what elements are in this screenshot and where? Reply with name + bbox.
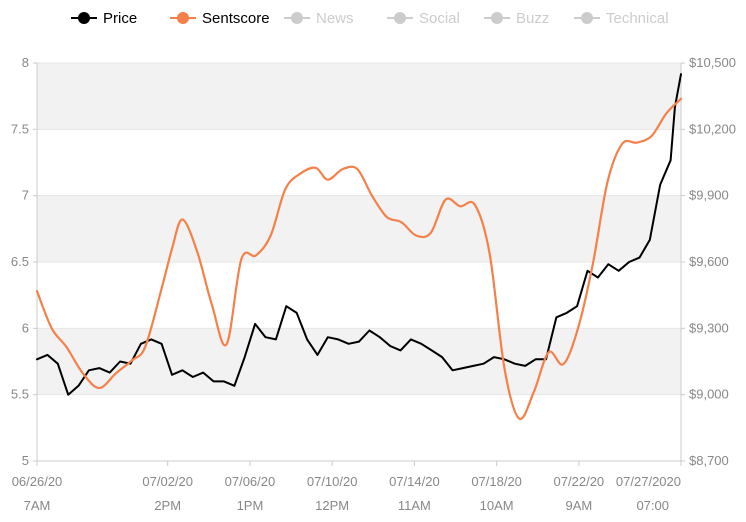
x-tick-date-label: 07/18/20	[471, 474, 522, 489]
x-tick-date-label: 07/22/20	[554, 474, 605, 489]
right-tick-label: $9,900	[689, 188, 729, 203]
left-tick-label: 7	[22, 188, 29, 203]
x-tick-date-label: 07/14/20	[389, 474, 440, 489]
plot-band	[37, 328, 681, 395]
x-tick-date-label: 07/27/2020	[616, 474, 681, 489]
legend-item-social[interactable]: Social	[387, 7, 460, 29]
legend-label: Technical	[606, 9, 669, 27]
x-tick-time-label: 2PM	[154, 498, 181, 513]
legend-label: Buzz	[516, 9, 550, 27]
x-tick-time-label: 10AM	[480, 498, 514, 513]
series-line-sentscore	[35, 97, 683, 421]
x-tick-time-label: 9AM	[565, 498, 592, 513]
plot-band	[37, 129, 681, 196]
legend-label: News	[316, 9, 354, 27]
left-tick-label: 6.5	[11, 254, 29, 269]
series-lines	[35, 73, 683, 421]
plot-band	[37, 195, 681, 262]
plot-band	[37, 262, 681, 329]
right-tick-label: $9,300	[689, 320, 729, 335]
left-tick-label: 8	[22, 55, 29, 70]
x-tick-date-label: 07/10/20	[307, 474, 358, 489]
x-tick-time-label: 11AM	[398, 498, 431, 513]
left-axis-ticks: 5 5.5 6 6.5 7 7.5 8	[11, 55, 37, 468]
x-tick-date-label: 06/26/20	[12, 474, 63, 489]
x-tick-date-label: 07/06/20	[225, 474, 276, 489]
x-tick-time-label: 1PM	[237, 498, 264, 513]
line-marker-icon	[284, 7, 310, 29]
left-tick-label: 5	[22, 453, 29, 468]
legend-item-sentscore[interactable]: Sentscore	[170, 7, 270, 29]
plot-bands	[37, 63, 681, 461]
left-tick-label: 5.5	[11, 387, 29, 402]
x-tick-date-label: 07/02/20	[142, 474, 193, 489]
x-axis-ticks: 06/26/20 7AM 07/02/20 2PM 07/06/20 1PM 07/10/2…	[12, 461, 682, 513]
line-marker-icon	[484, 7, 510, 29]
x-tick-time-label: 7AM	[24, 498, 51, 513]
legend-item-buzz[interactable]: Buzz	[484, 7, 549, 29]
legend-label: Sentscore	[202, 9, 270, 27]
legend-label: Social	[419, 9, 460, 27]
legend-label: Price	[103, 9, 138, 27]
right-tick-label: $8,700	[689, 453, 729, 468]
line-marker-icon	[574, 7, 600, 29]
right-tick-label: $9,600	[689, 254, 729, 269]
legend-item-price[interactable]: Price	[71, 7, 137, 29]
right-tick-label: $10,500	[689, 55, 736, 70]
right-tick-label: $9,000	[689, 387, 729, 402]
plot-band	[37, 394, 681, 461]
right-axis-ticks: $8,700 $9,000 $9,300 $9,600 $9,900 $10,200 $10…	[681, 55, 736, 468]
line-marker-icon	[71, 7, 97, 29]
x-tick-time-label: 07:00	[636, 498, 669, 513]
legend-item-technical[interactable]: Technical	[574, 7, 669, 29]
x-tick-time-label: 12PM	[315, 498, 349, 513]
left-tick-label: 7.5	[11, 121, 29, 136]
line-marker-icon	[170, 7, 196, 29]
right-tick-label: $10,200	[689, 121, 736, 136]
legend-item-news[interactable]: News	[284, 7, 354, 29]
left-tick-label: 6	[22, 320, 29, 335]
chart-legend: Price Sentscore News Social Buzz Technic…	[0, 7, 746, 29]
plot-band	[37, 63, 681, 130]
line-marker-icon	[387, 7, 413, 29]
